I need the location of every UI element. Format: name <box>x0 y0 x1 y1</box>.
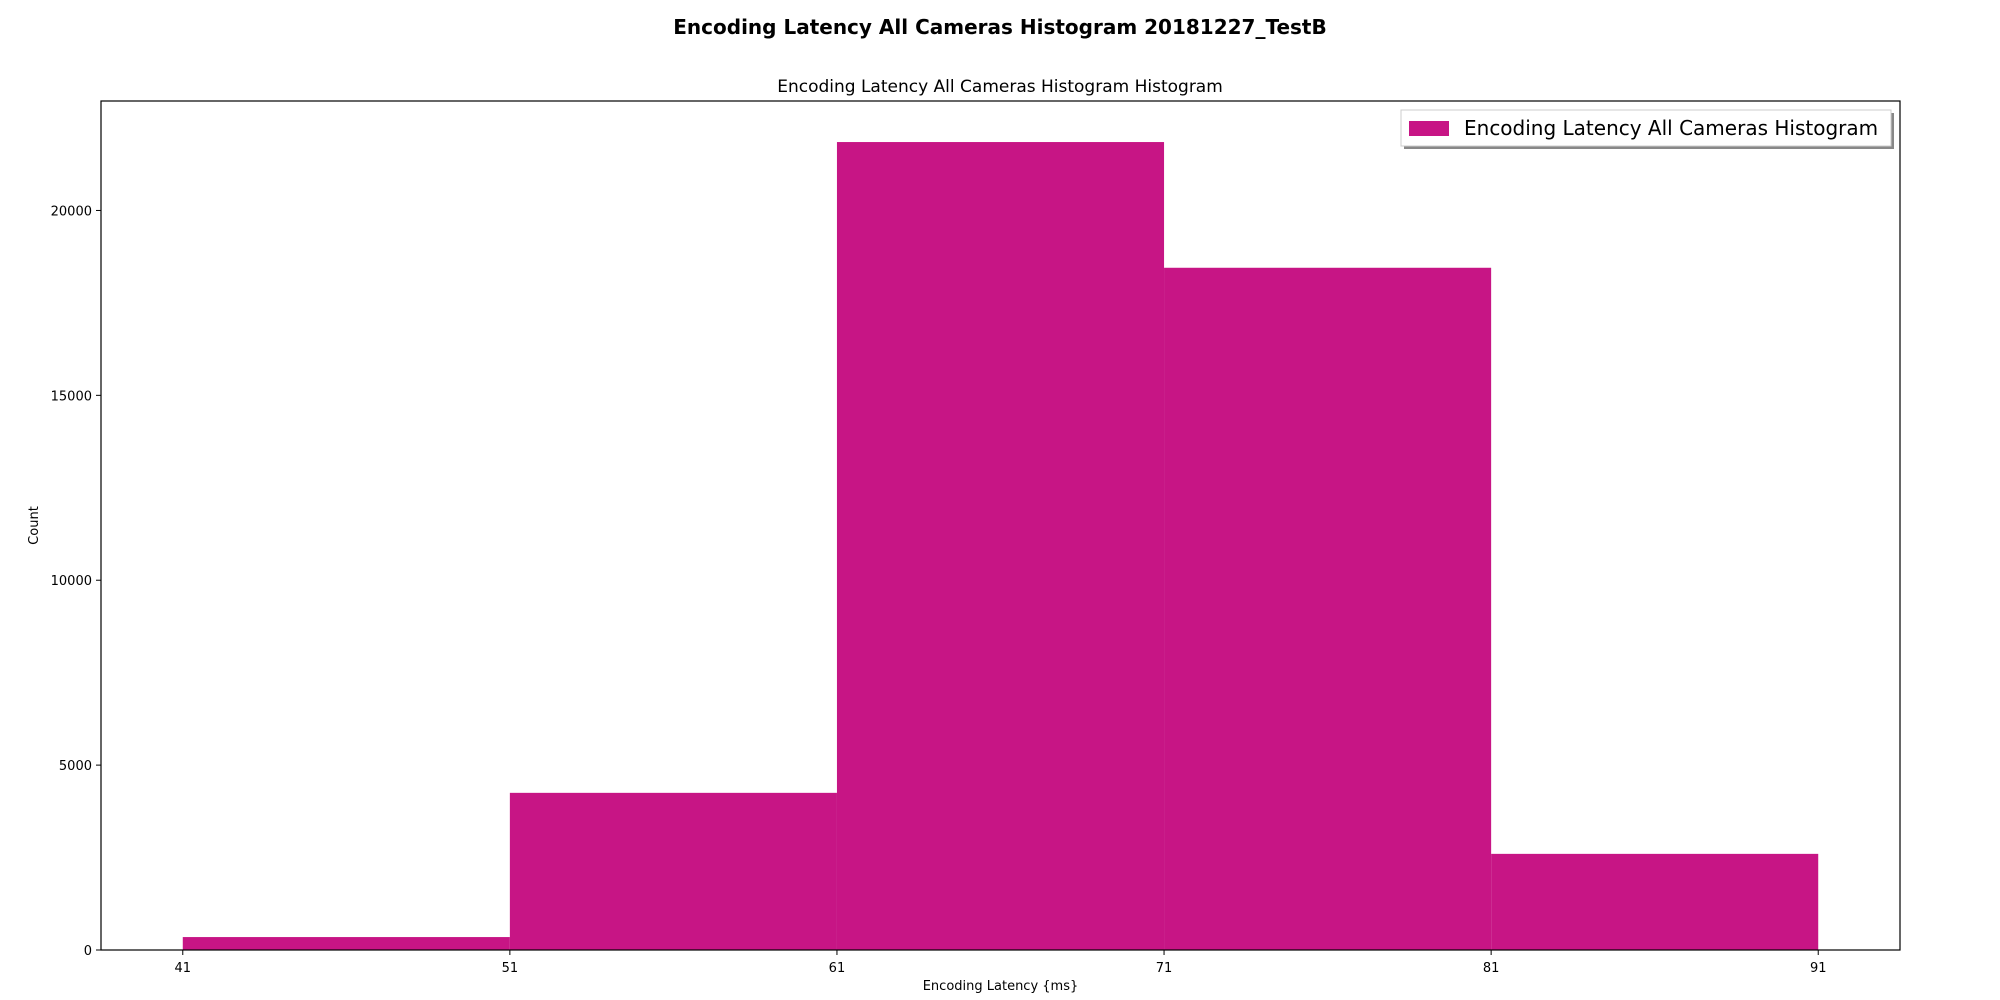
histogram-bar <box>509 792 837 950</box>
x-tick-label: 41 <box>174 961 191 976</box>
histogram-bar <box>1491 853 1819 950</box>
legend-swatch <box>1409 121 1449 136</box>
figure-suptitle: Encoding Latency All Cameras Histogram 2… <box>673 15 1326 39</box>
y-tick-label: 5000 <box>59 759 92 774</box>
y-tick-label: 0 <box>84 944 92 959</box>
x-tick-label: 51 <box>502 961 519 976</box>
legend-box <box>1400 109 1892 147</box>
plot-area: 41 51 61 71 81 91 0 5000 10000 15000 20000 <box>51 100 1901 976</box>
histogram-bar <box>836 142 1165 950</box>
histogram-bar <box>182 937 510 950</box>
y-tick-label: 20000 <box>51 204 92 219</box>
legend: Encoding Latency All Cameras Histogram <box>1400 109 1894 149</box>
y-tick-label: 10000 <box>51 574 92 589</box>
x-tick-label: 91 <box>1810 961 1827 976</box>
y-tick-label: 15000 <box>51 389 92 404</box>
x-axis-label: Encoding Latency {ms} <box>923 979 1079 994</box>
chart-title: Encoding Latency All Cameras Histogram H… <box>777 77 1223 97</box>
histogram-bars <box>182 142 1819 951</box>
x-tick-label: 61 <box>829 961 846 976</box>
y-axis-label: Count <box>27 506 42 545</box>
legend-label: Encoding Latency All Cameras Histogram <box>1464 116 1878 140</box>
axes-frame <box>100 100 1901 951</box>
histogram-bar <box>1164 267 1492 951</box>
x-tick-label: 71 <box>1156 961 1173 976</box>
x-tick-label: 81 <box>1483 961 1500 976</box>
x-axis-ticks: 41 51 61 71 81 91 <box>174 950 1827 976</box>
y-axis-ticks: 0 5000 10000 15000 20000 <box>51 204 101 959</box>
